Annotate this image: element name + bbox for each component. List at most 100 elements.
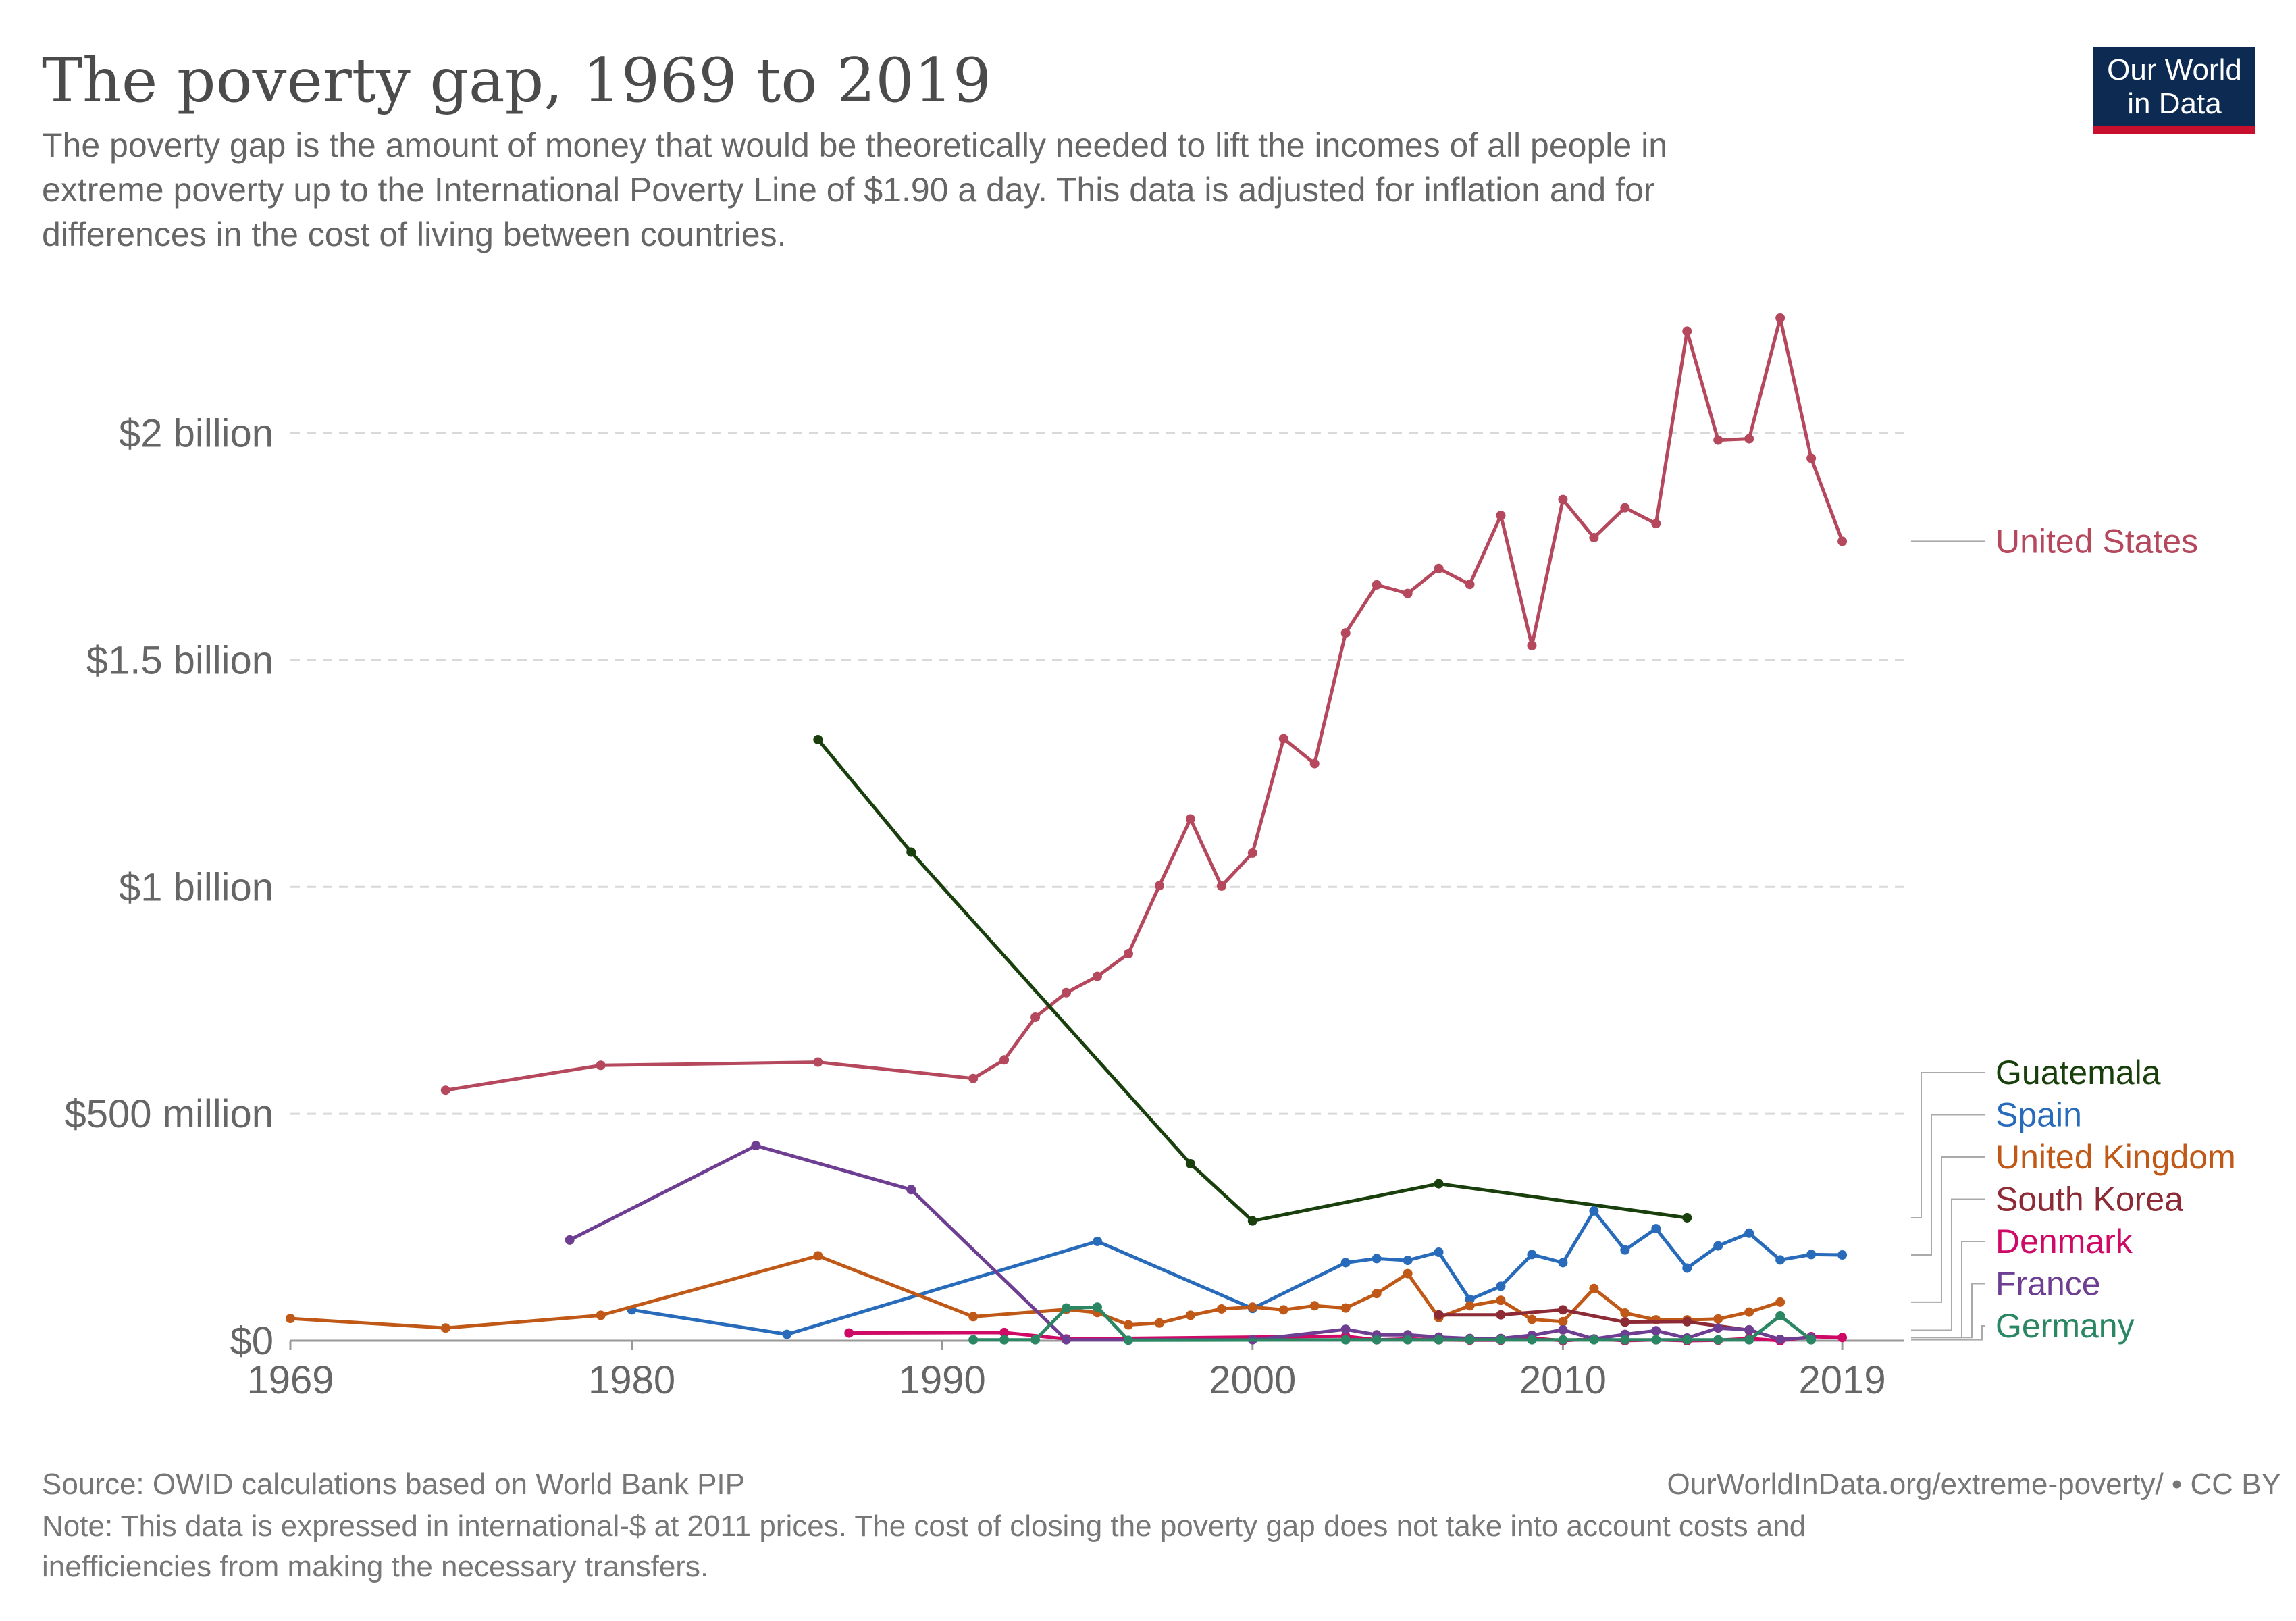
data-point-spain-20 xyxy=(1837,1250,1848,1260)
data-point-spain-12 xyxy=(1589,1206,1599,1216)
series-line-south-korea xyxy=(1438,1308,1750,1332)
series-line-germany xyxy=(973,1305,1812,1342)
data-point-united-states-7 xyxy=(1093,971,1102,981)
data-point-united-states-18 xyxy=(1434,563,1444,573)
data-point-spain-11 xyxy=(1558,1258,1568,1268)
data-point-germany-3 xyxy=(1062,1303,1072,1313)
data-point-spain-13 xyxy=(1620,1245,1630,1255)
data-point-united-states-30 xyxy=(1806,453,1817,463)
data-point-france-19 xyxy=(1775,1334,1785,1344)
data-point-france-3 xyxy=(1062,1335,1072,1345)
data-point-united-states-2 xyxy=(813,1057,823,1067)
data-point-united-kingdom-20 xyxy=(1527,1314,1537,1324)
data-point-united-kingdom-10 xyxy=(1216,1304,1226,1314)
data-point-germany-20 xyxy=(1775,1311,1785,1321)
data-point-spain-18 xyxy=(1775,1255,1785,1265)
logo-background xyxy=(2093,47,2255,134)
data-point-germany-19 xyxy=(1744,1335,1754,1345)
legend-label-guatemala: Guatemala xyxy=(1995,1054,2161,1091)
logo-accent-bar xyxy=(2093,126,2255,134)
data-point-germany-2 xyxy=(1030,1335,1041,1345)
data-point-south-korea-0 xyxy=(1434,1310,1444,1320)
data-point-france-18 xyxy=(1744,1324,1754,1335)
series-line-guatemala xyxy=(816,738,1688,1223)
data-point-spain-9 xyxy=(1496,1281,1506,1291)
data-point-germany-4 xyxy=(1093,1302,1102,1312)
data-point-france-1 xyxy=(751,1141,761,1151)
data-point-spain-17 xyxy=(1744,1228,1754,1238)
data-point-united-kingdom-26 xyxy=(1713,1314,1723,1324)
data-point-united-states-31 xyxy=(1837,536,1848,546)
source-note: Source: OWID calculations based on World… xyxy=(42,1468,745,1501)
data-point-france-12 xyxy=(1558,1324,1568,1335)
data-point-germany-13 xyxy=(1558,1335,1568,1345)
data-point-united-kingdom-18 xyxy=(1465,1301,1475,1311)
data-point-guatemala-1 xyxy=(906,847,916,857)
data-point-united-kingdom-9 xyxy=(1185,1310,1195,1320)
data-point-united-states-15 xyxy=(1340,628,1351,638)
data-point-united-kingdom-3 xyxy=(813,1251,823,1261)
data-point-united-kingdom-19 xyxy=(1496,1295,1506,1306)
data-point-france-15 xyxy=(1651,1326,1661,1336)
data-point-spain-2 xyxy=(1093,1236,1102,1246)
data-point-guatemala-3 xyxy=(1247,1216,1257,1226)
data-point-spain-16 xyxy=(1713,1241,1723,1251)
data-point-germany-17 xyxy=(1682,1335,1692,1345)
data-point-united-states-25 xyxy=(1651,519,1661,529)
legend-connector-spain xyxy=(1911,1114,1985,1256)
data-point-germany-14 xyxy=(1589,1335,1599,1345)
legend-label-germany: Germany xyxy=(1995,1307,2135,1345)
y-tick-label-3: $1.5 billion xyxy=(86,638,273,682)
data-point-spain-14 xyxy=(1651,1224,1661,1234)
x-tick-label-3: 2000 xyxy=(1209,1358,1296,1402)
series-lines xyxy=(286,313,1848,1345)
data-point-south-korea-1 xyxy=(1496,1310,1506,1320)
data-point-guatemala-5 xyxy=(1682,1212,1692,1223)
data-point-united-states-29 xyxy=(1775,313,1785,323)
data-point-united-kingdom-1 xyxy=(440,1323,450,1333)
legend-label-denmark: Denmark xyxy=(1995,1223,2133,1260)
source-url[interactable]: OurWorldInData.org/extreme-poverty/ • CC… xyxy=(1667,1468,2281,1501)
data-point-germany-10 xyxy=(1465,1335,1475,1345)
series-legend: United States Guatemala Spain United Kingdo… xyxy=(1911,522,2236,1345)
data-point-spain-5 xyxy=(1372,1254,1382,1264)
legend-connector-united-kingdom xyxy=(1911,1156,1985,1303)
legend-connector-france xyxy=(1911,1283,1985,1339)
data-point-germany-15 xyxy=(1620,1335,1630,1345)
data-point-united-states-5 xyxy=(1030,1012,1041,1023)
legend-label-spain: Spain xyxy=(1995,1096,2082,1134)
data-point-united-kingdom-0 xyxy=(286,1314,295,1324)
data-point-spain-6 xyxy=(1403,1256,1413,1266)
data-point-united-states-12 xyxy=(1247,848,1257,858)
data-point-united-states-28 xyxy=(1744,434,1754,444)
data-point-south-korea-3 xyxy=(1620,1317,1630,1327)
data-point-guatemala-2 xyxy=(1185,1159,1195,1169)
data-point-united-kingdom-15 xyxy=(1372,1289,1382,1299)
legend-connector-south-korea xyxy=(1911,1198,1985,1331)
data-point-united-kingdom-12 xyxy=(1278,1305,1288,1315)
data-point-germany-16 xyxy=(1651,1335,1661,1345)
data-point-united-states-4 xyxy=(999,1055,1010,1065)
data-point-united-kingdom-16 xyxy=(1403,1268,1413,1279)
data-point-united-states-19 xyxy=(1465,580,1475,590)
y-tick-label-1: $500 million xyxy=(64,1092,273,1136)
owid-logo[interactable]: Our World in Data xyxy=(2093,47,2255,134)
series-line-united-kingdom xyxy=(290,1254,1781,1330)
legend-connector-guatemala xyxy=(1911,1072,1985,1218)
data-point-germany-6 xyxy=(1340,1335,1351,1345)
series-guatemala xyxy=(813,734,1692,1226)
data-point-spain-19 xyxy=(1806,1250,1817,1260)
data-point-spain-4 xyxy=(1340,1258,1351,1268)
x-tick-label-2: 1990 xyxy=(899,1358,986,1402)
data-point-germany-8 xyxy=(1403,1335,1413,1345)
data-point-united-states-21 xyxy=(1527,640,1537,650)
data-point-united-kingdom-4 xyxy=(968,1312,979,1322)
logo-line-2: in Data xyxy=(2127,87,2222,120)
subtitle-line-1: The poverty gap is the amount of money t… xyxy=(42,126,1667,164)
data-point-united-states-6 xyxy=(1062,987,1072,998)
data-point-germany-0 xyxy=(968,1335,979,1345)
data-point-united-states-24 xyxy=(1620,503,1630,513)
data-point-united-states-16 xyxy=(1372,580,1382,590)
series-germany xyxy=(968,1302,1817,1345)
